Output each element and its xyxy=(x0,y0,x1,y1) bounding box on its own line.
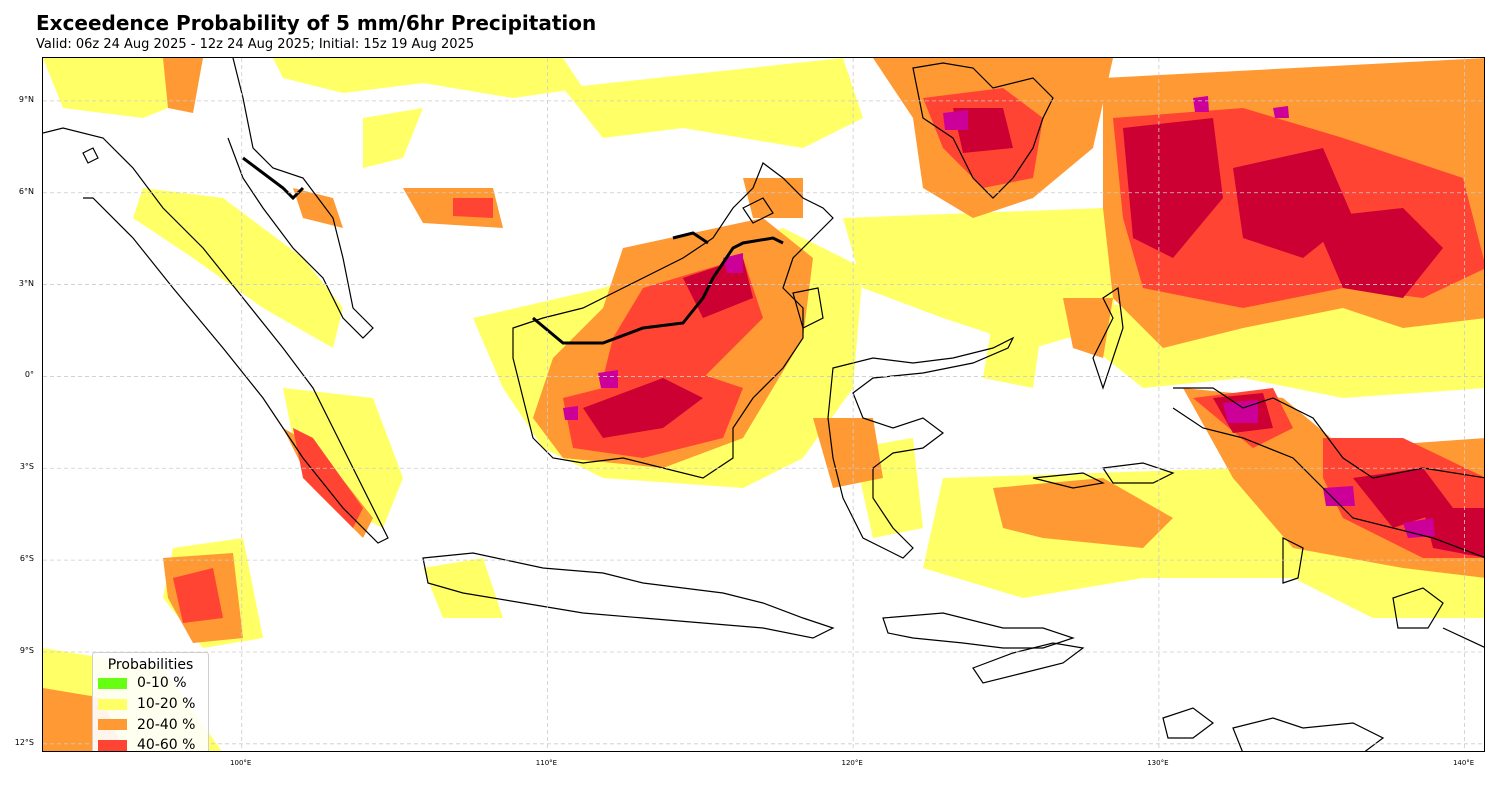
land-borders xyxy=(242,156,784,345)
map-canvas xyxy=(43,58,1484,751)
legend-swatch xyxy=(98,719,127,731)
legend-label: 10-20 % xyxy=(137,696,196,713)
latitude-tick-label: 3°N xyxy=(18,278,34,288)
legend: Probabilities 0-10 % 10-20 % 20-40 % 40-60 … xyxy=(92,652,209,752)
latitude-tick-label: 9°N xyxy=(18,94,34,104)
longitude-tick-label: 110°E xyxy=(535,759,558,767)
legend-items: 0-10 %10-20 %20-40 %40-60 %60-80 %80-100… xyxy=(93,673,208,752)
legend-label: 20-40 % xyxy=(137,716,196,733)
legend-item: 40-60 % xyxy=(93,735,208,752)
latitude-tick-label: 12°S xyxy=(14,737,34,747)
legend-swatch xyxy=(98,677,127,689)
legend-title: Probabilities xyxy=(107,657,194,673)
latitude-tick-label: 0° xyxy=(24,370,34,380)
longitude-tick-label: 120°E xyxy=(841,759,863,767)
legend-item: 0-10 % xyxy=(93,673,208,694)
longitude-tick-label: 140°E xyxy=(1452,759,1475,767)
legend-swatch xyxy=(98,698,127,710)
legend-item: 20-40 % xyxy=(93,714,208,735)
legend-item: 10-20 % xyxy=(93,694,208,715)
longitude-tick-label: 130°E xyxy=(1147,759,1169,767)
latitude-tick-label: 9°S xyxy=(19,645,34,655)
legend-swatch xyxy=(98,739,127,751)
longitude-tick-label: 100°E xyxy=(230,759,252,767)
legend-label: 0-10 % xyxy=(137,675,187,692)
legend-label: 40-60 % xyxy=(137,737,196,752)
latitude-tick-label: 3°S xyxy=(19,462,34,472)
map-title: Exceedence Probability of 5 mm/6hr Preci… xyxy=(36,11,597,35)
coastlines xyxy=(43,58,1484,751)
gridlines xyxy=(43,58,1484,751)
latitude-tick-label: 6°N xyxy=(18,186,34,196)
map-panel[interactable]: Probabilities 0-10 % 10-20 % 20-40 % 40-60 … xyxy=(42,57,1485,752)
map-subtitle: Valid: 06z 24 Aug 2025 - 12z 24 Aug 2025… xyxy=(36,37,475,52)
latitude-tick-label: 6°S xyxy=(19,554,34,564)
